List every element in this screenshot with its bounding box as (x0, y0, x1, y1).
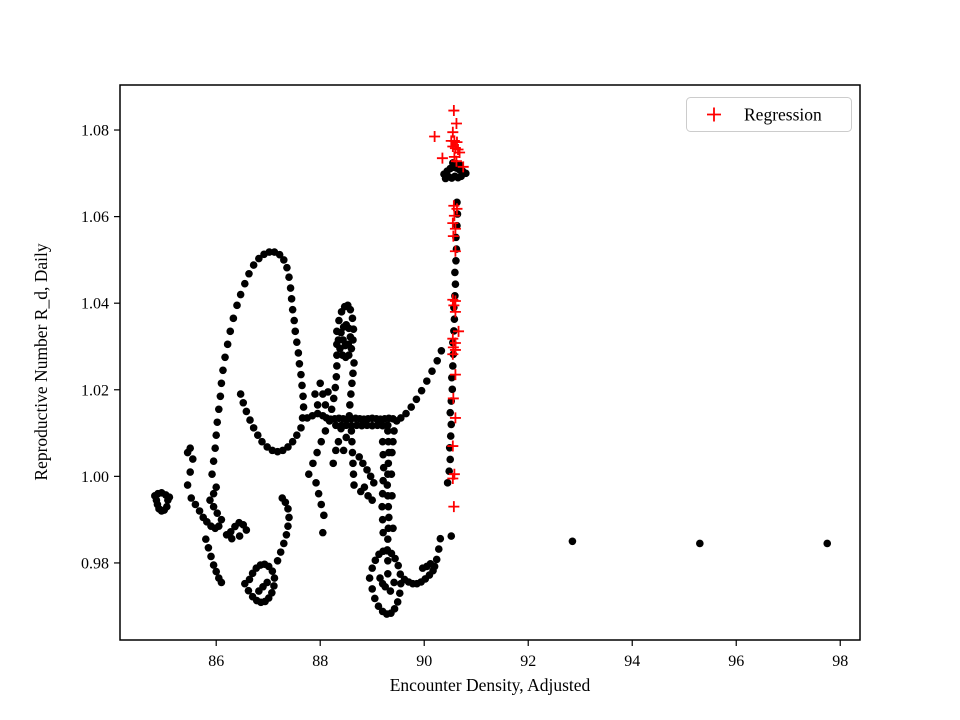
svg-text:1.00: 1.00 (81, 469, 109, 486)
svg-text:94: 94 (624, 653, 640, 670)
data-points (151, 105, 832, 618)
svg-text:98: 98 (832, 653, 848, 670)
svg-text:1.04: 1.04 (81, 296, 109, 313)
legend-entry-label: Regression (744, 105, 822, 125)
legend-box (686, 97, 852, 132)
axis-ticks: 86 88 90 92 94 96 98 0.98 1.00 1.02 1.04 1.06 1.08 (81, 123, 848, 670)
svg-text:88: 88 (312, 653, 328, 670)
svg-text:1.08: 1.08 (81, 123, 109, 140)
legend: Regression (686, 97, 852, 132)
legend-plus-marker-icon (707, 107, 721, 122)
svg-text:92: 92 (520, 653, 536, 670)
plot-frame (119, 84, 861, 641)
svg-text:1.06: 1.06 (81, 209, 109, 226)
svg-text:86: 86 (208, 653, 224, 670)
y-axis-label: Reproductive Number R_d, Daily (31, 243, 51, 480)
svg-text:96: 96 (728, 653, 744, 670)
x-axis-label: Encounter Density, Adjusted (390, 675, 591, 695)
svg-text:90: 90 (416, 653, 432, 670)
svg-text:0.98: 0.98 (81, 555, 109, 572)
svg-text:1.02: 1.02 (81, 382, 109, 399)
